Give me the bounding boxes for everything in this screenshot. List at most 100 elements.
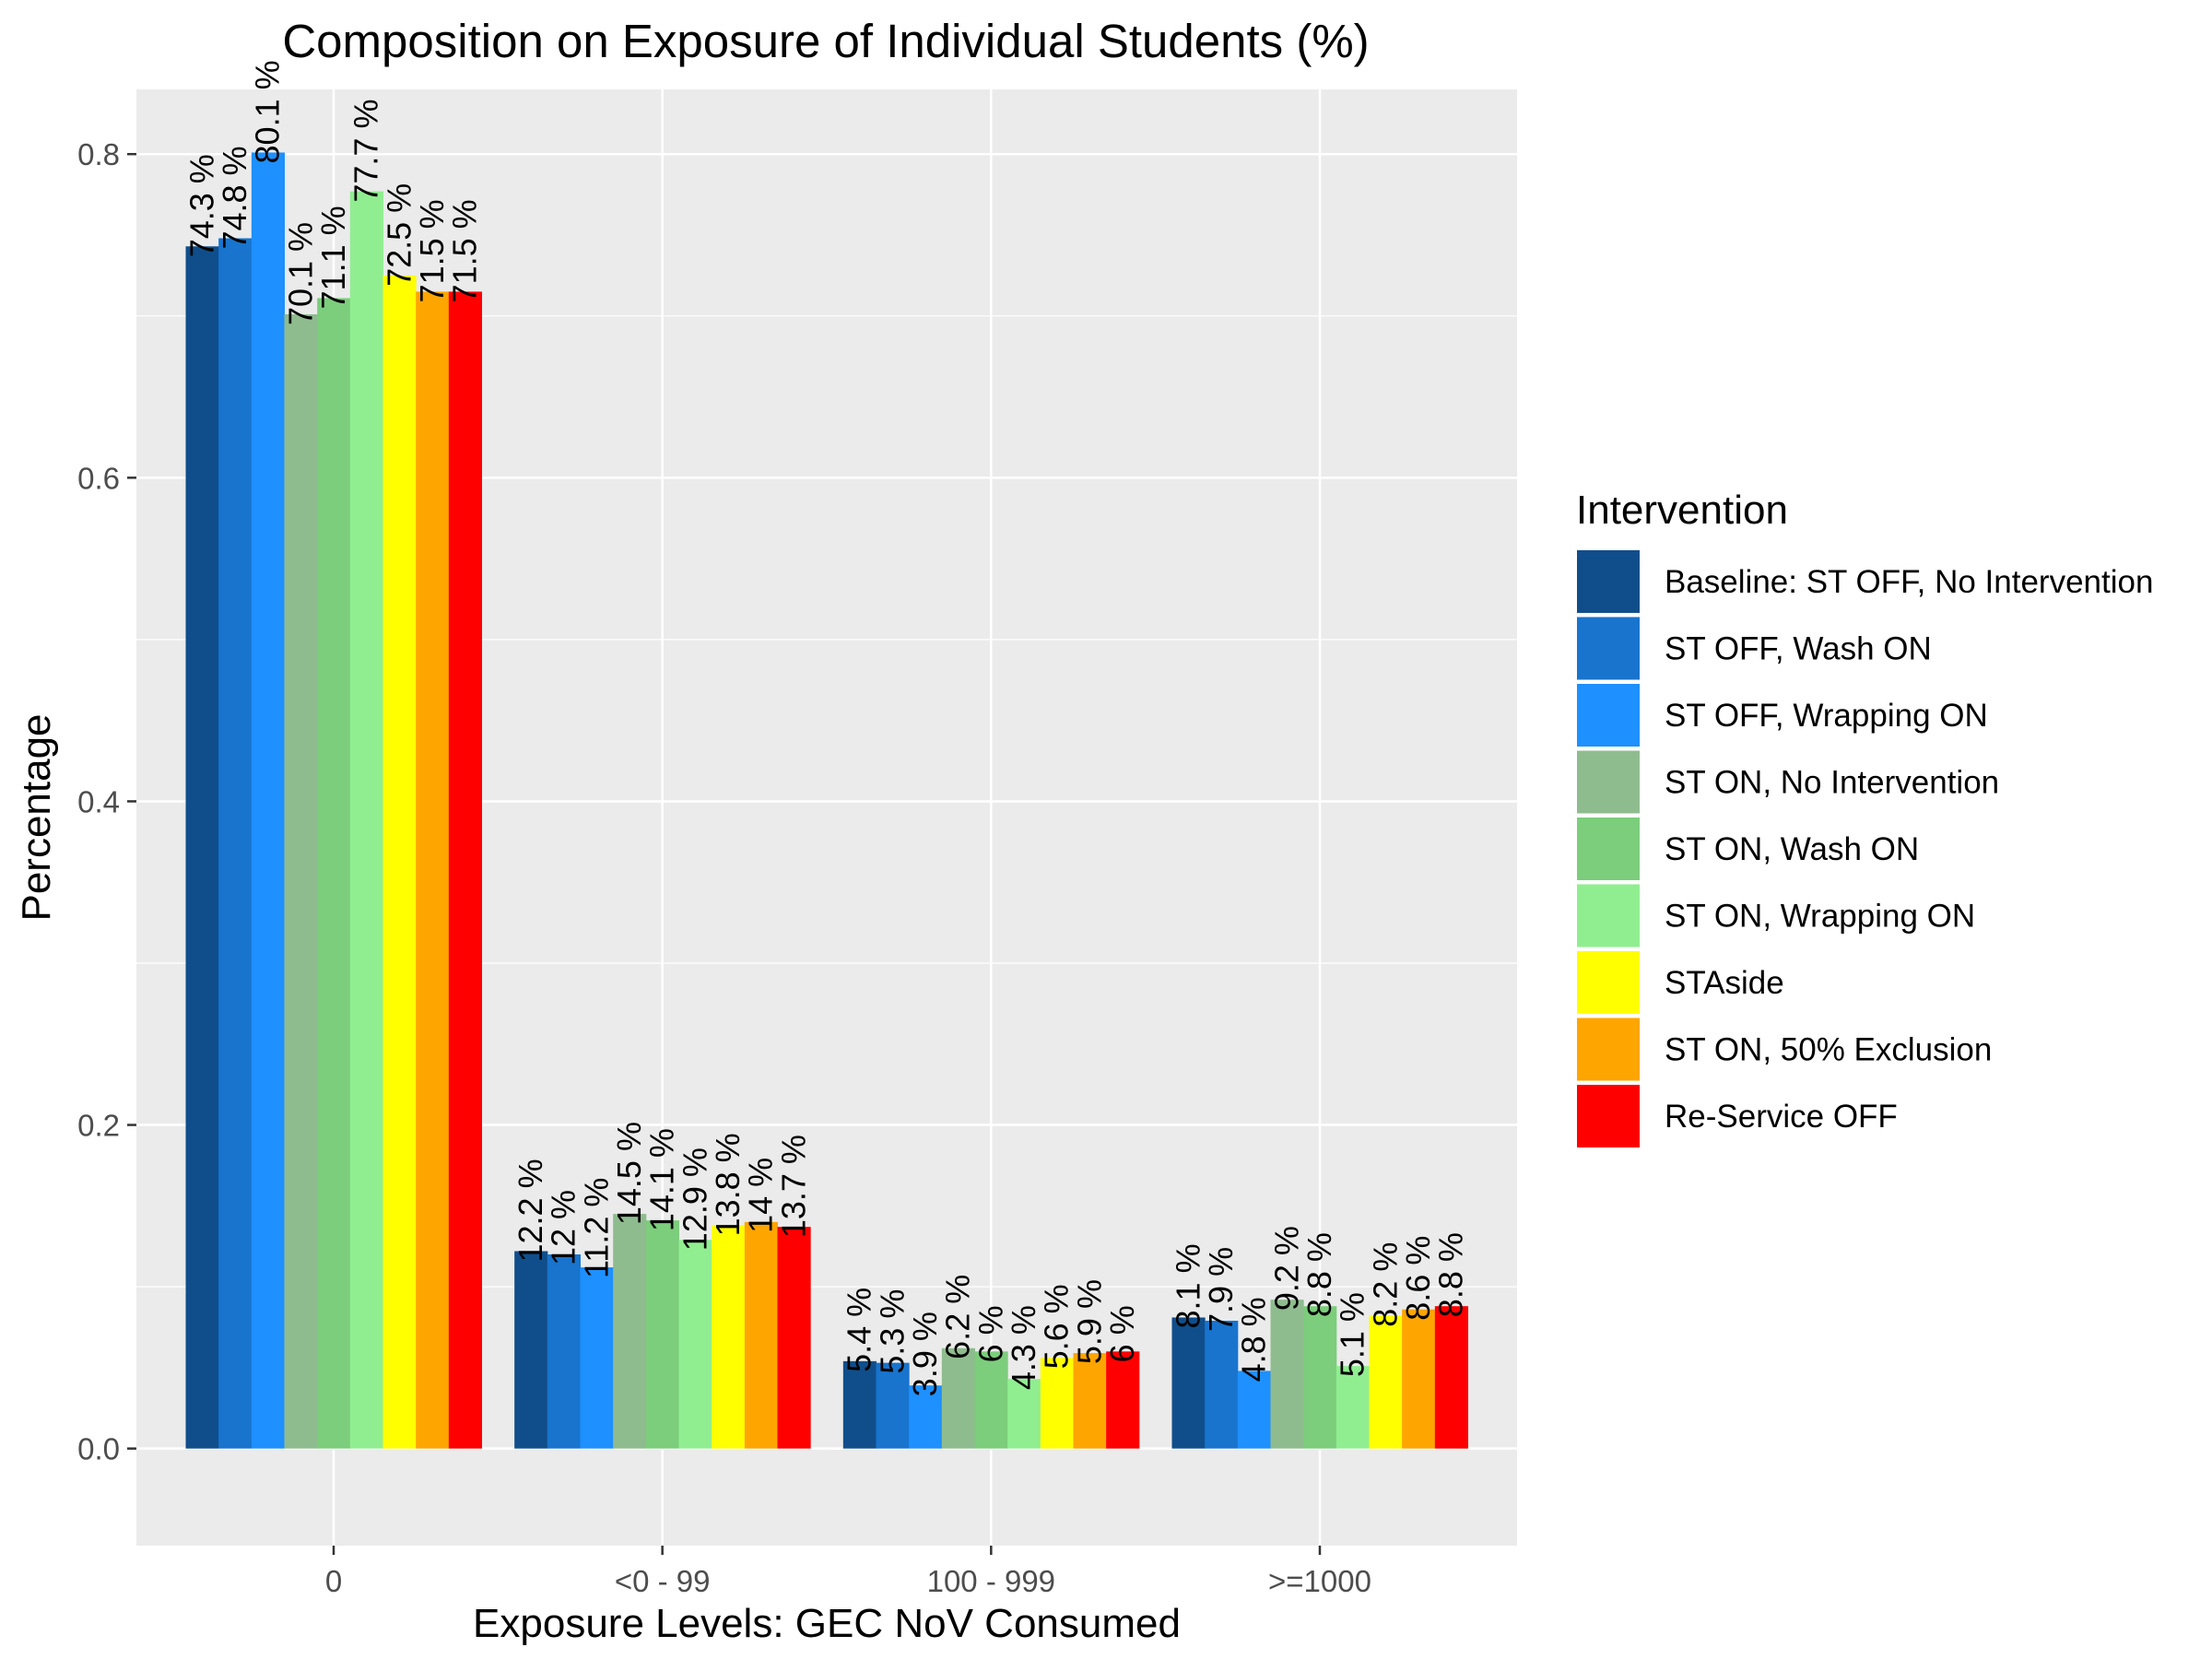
bar [514, 1251, 548, 1449]
bar-value-label: 6 % [1103, 1305, 1141, 1362]
bar-value-label: 6.2 % [939, 1275, 977, 1359]
bar [1335, 1366, 1370, 1449]
bar [1106, 1351, 1140, 1449]
legend-label: ST ON, Wash ON [1665, 831, 1919, 867]
bar [678, 1240, 712, 1449]
bar [613, 1214, 647, 1449]
bar [284, 314, 318, 1449]
legend-swatch [1575, 548, 1641, 615]
bar-value-label: 5.3 % [873, 1289, 911, 1374]
bar-value-label: 5.9 % [1070, 1279, 1108, 1364]
bar-value-label: 8.8 % [1300, 1232, 1338, 1317]
y-axis: 0.0 0.2 0.4 0.6 0.8 [77, 137, 136, 1466]
chart-title: Composition on Exposure of Individual St… [282, 15, 1369, 67]
y-tick-label: 0.2 [77, 1109, 120, 1143]
bar-value-label: 8.1 % [1169, 1243, 1206, 1328]
bar [251, 152, 285, 1449]
x-axis: 0 <0 - 99 100 - 999 >=1000 [325, 1546, 1371, 1598]
bar-value-label: 13.7 % [774, 1135, 812, 1238]
bar-value-label: 71.5 % [446, 199, 484, 302]
bar [1073, 1353, 1107, 1449]
bar [349, 191, 383, 1449]
bar-value-label: 74.3 % [182, 154, 220, 257]
bar [1205, 1320, 1239, 1449]
bar-value-label: 8.6 % [1399, 1236, 1437, 1321]
y-tick-label: 0.4 [77, 784, 120, 818]
legend-swatch [1575, 682, 1641, 748]
legend-items: Baseline: ST OFF, No Intervention ST OFF,… [1575, 548, 2153, 1149]
legend-title: Intervention [1576, 488, 1788, 533]
x-axis-title: Exposure Levels: GEC NoV Consumed [473, 1601, 1181, 1646]
bar [909, 1385, 943, 1449]
bar-value-label: 14.5 % [610, 1122, 648, 1225]
legend-label: ST ON, 50% Exclusion [1665, 1032, 1992, 1068]
bar-value-label: 14.1 % [643, 1128, 681, 1231]
bar-value-label: 77.7 % [347, 100, 385, 203]
y-tick-label: 0.0 [77, 1432, 120, 1466]
legend-label: ST ON, Wrapping ON [1665, 899, 1975, 935]
bar [1040, 1358, 1074, 1449]
legend-swatch [1575, 1083, 1641, 1149]
legend-label: Baseline: ST OFF, No Intervention [1665, 564, 2153, 600]
bar [777, 1227, 811, 1449]
bar-value-label: 4.8 % [1235, 1297, 1273, 1382]
bar [547, 1254, 581, 1449]
bar-value-label: 12.9 % [676, 1147, 713, 1251]
bar [941, 1347, 975, 1449]
legend-label: ST OFF, Wrapping ON [1665, 698, 1988, 734]
bar-value-label: 6 % [971, 1305, 1009, 1362]
legend-swatch [1575, 615, 1641, 682]
bar [1007, 1379, 1041, 1449]
bar-value-label: 8.2 % [1366, 1242, 1404, 1327]
legend-label: ST ON, No Intervention [1665, 765, 1999, 801]
bar [1270, 1300, 1304, 1449]
bar-value-label: 72.5 % [380, 183, 418, 287]
bar [1434, 1306, 1468, 1449]
bar [448, 291, 482, 1449]
bars [185, 152, 1468, 1449]
bar [382, 275, 417, 1449]
x-tick-label: 100 - 999 [927, 1564, 1055, 1598]
y-tick-label: 0.6 [77, 461, 120, 495]
bar-value-label: 5.6 % [1038, 1284, 1076, 1369]
bar-value-label: 12.2 % [512, 1159, 549, 1262]
bar-value-label: 8.8 % [1432, 1232, 1470, 1317]
bar-value-label: 70.1 % [281, 222, 319, 325]
legend-label: Re-Service OFF [1665, 1099, 1898, 1135]
legend-swatch [1575, 949, 1641, 1016]
y-tick-label: 0.8 [77, 137, 120, 171]
legend-swatch [1575, 816, 1641, 882]
bar-value-label: 74.8 % [216, 146, 253, 249]
bar-value-label: 71.5 % [413, 199, 451, 302]
bar [317, 298, 351, 1449]
legend-swatch [1575, 882, 1641, 949]
bar [974, 1351, 1008, 1449]
bar-value-label: 13.8 % [709, 1133, 747, 1236]
bar-labels: 74.3 %74.8 %80.1 % 70.1 %71.1 %77.7 %72.5… [182, 60, 1469, 1396]
bar [1171, 1317, 1206, 1449]
x-tick-label: >=1000 [1268, 1564, 1371, 1598]
x-tick-label: 0 [325, 1564, 342, 1598]
bar [1369, 1315, 1403, 1449]
bar [580, 1267, 614, 1449]
legend-swatch [1575, 748, 1641, 816]
bar [712, 1225, 746, 1449]
bar-value-label: 14 % [742, 1158, 780, 1233]
y-axis-title: Percentage [14, 713, 59, 921]
bar-value-label: 12 % [545, 1190, 582, 1265]
x-tick-label: <0 - 99 [615, 1564, 711, 1598]
bar [645, 1220, 679, 1449]
legend-label: ST OFF, Wash ON [1665, 631, 1932, 667]
bar-value-label: 71.1 % [314, 206, 352, 309]
legend-swatch [1575, 1016, 1641, 1083]
bar-value-label: 7.9 % [1202, 1247, 1240, 1332]
bar [876, 1362, 910, 1449]
bar [218, 238, 253, 1449]
bar-value-label: 9.2 % [1267, 1226, 1305, 1311]
bar [1303, 1306, 1337, 1449]
bar [416, 291, 450, 1449]
bar [1237, 1371, 1271, 1449]
bar-value-label: 80.1 % [249, 60, 287, 163]
bar-value-label: 5.1 % [1334, 1292, 1371, 1377]
